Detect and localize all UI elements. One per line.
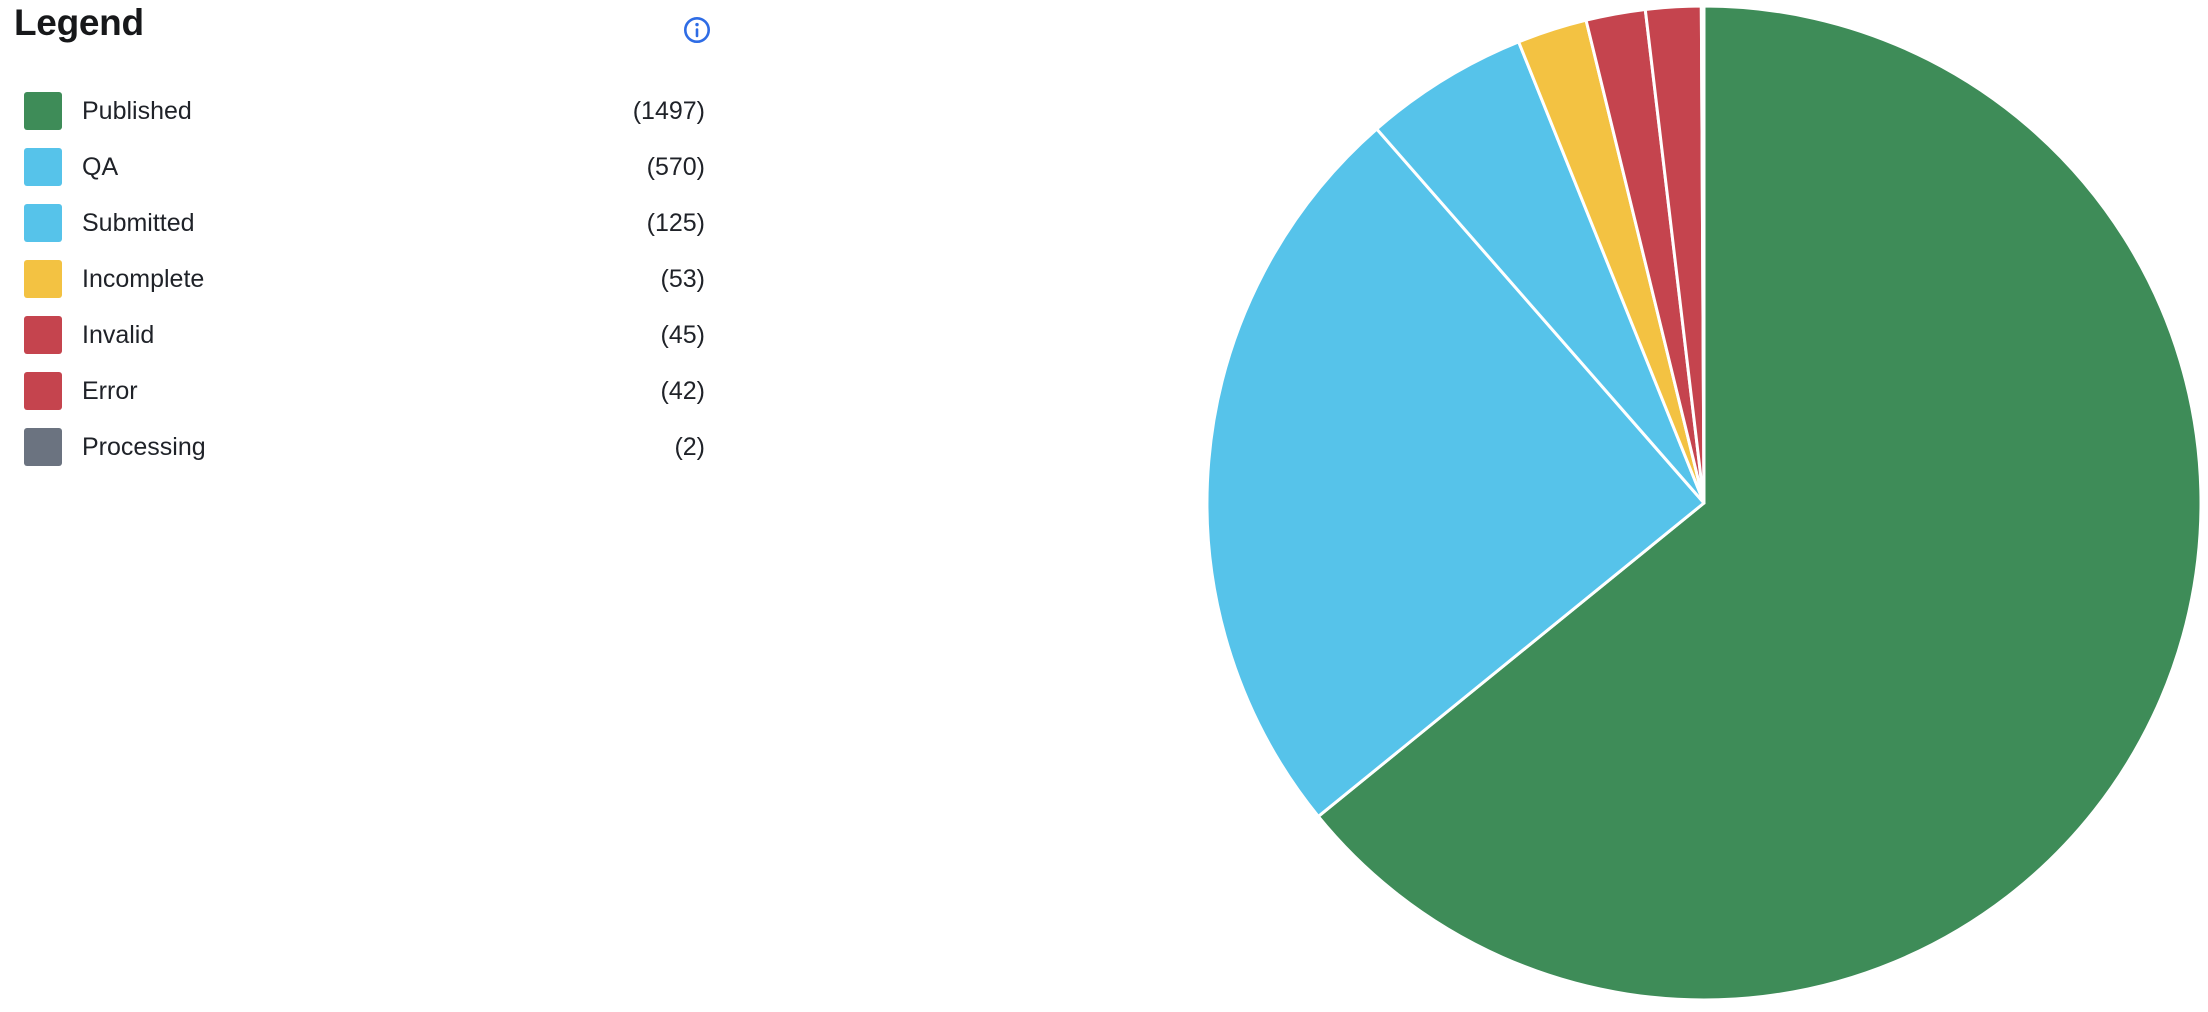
info-icon-glyph: [684, 17, 710, 43]
legend-count: (125): [646, 208, 705, 237]
legend-swatch: [24, 428, 62, 466]
legend-swatch: [24, 316, 62, 354]
legend-label: Invalid: [82, 320, 155, 349]
legend-row-processing[interactable]: Processing (2): [24, 428, 705, 466]
legend-row-invalid[interactable]: Invalid (45): [24, 316, 705, 354]
pie-chart: [1204, 3, 2204, 1003]
pie-slice-submitted[interactable]: [1375, 40, 1706, 505]
pie-slice-processing[interactable]: [1699, 4, 1706, 505]
legend-row-error[interactable]: Error (42): [24, 372, 705, 410]
pie-slice-qa[interactable]: [1205, 127, 1706, 818]
legend-label: Published: [82, 96, 192, 125]
legend-count: (45): [660, 320, 705, 349]
legend-swatch: [24, 148, 62, 186]
legend-count: (53): [660, 264, 705, 293]
legend-label: QA: [82, 152, 119, 181]
legend-row-incomplete[interactable]: Incomplete (53): [24, 260, 705, 298]
legend-swatch: [24, 92, 62, 130]
legend-row-submitted[interactable]: Submitted (125): [24, 204, 705, 242]
legend-label: Error: [82, 376, 138, 405]
legend-count: (570): [646, 152, 705, 181]
legend-row-qa[interactable]: QA (570): [24, 148, 705, 186]
info-icon[interactable]: [683, 16, 711, 44]
legend-count: (2): [674, 432, 705, 461]
legend-list: Published (1497) QA (570) Submitted (125…: [24, 92, 705, 466]
pie-chart-svg: [1205, 4, 2203, 1002]
legend-count: (1497): [632, 96, 705, 125]
legend-label: Processing: [82, 432, 206, 461]
legend-label: Submitted: [82, 208, 195, 237]
legend-swatch: [24, 260, 62, 298]
legend-title: Legend: [14, 2, 144, 43]
legend-label: Incomplete: [82, 264, 205, 293]
legend-swatch: [24, 204, 62, 242]
legend-count: (42): [660, 376, 705, 405]
pie-slice-published[interactable]: [1316, 4, 2203, 1002]
legend-swatch: [24, 372, 62, 410]
legend-row-published[interactable]: Published (1497): [24, 92, 705, 130]
